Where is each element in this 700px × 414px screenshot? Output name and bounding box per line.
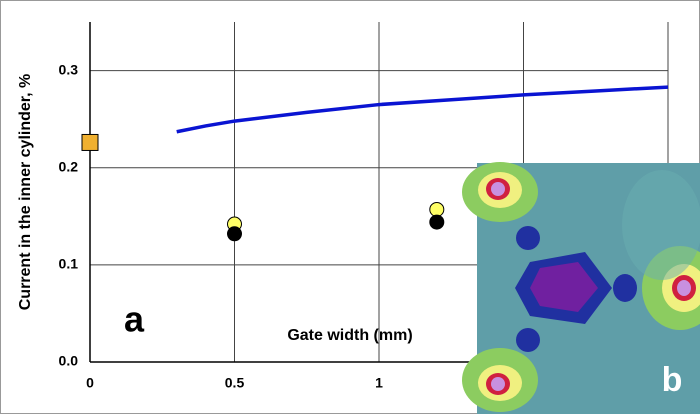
y-tick-label: 0.0 (59, 353, 79, 369)
inset-image: b (462, 162, 700, 414)
y-tick-label: 0.2 (59, 158, 79, 174)
panel-label: a (124, 299, 145, 340)
x-tick-label: 1 (375, 375, 383, 391)
contour (491, 182, 505, 196)
y-tick-label: 0.1 (59, 256, 79, 272)
line-series (176, 85, 669, 134)
circle-marker (227, 226, 242, 242)
contour (613, 274, 637, 302)
y-axis-label: Current in the inner cylinder, % (17, 74, 34, 311)
circle-marker (429, 201, 445, 217)
contour (622, 170, 700, 280)
contour (516, 226, 540, 250)
contour (677, 280, 691, 296)
y-tick-label: 0.3 (59, 61, 79, 77)
square-marker (81, 133, 99, 151)
contour (491, 377, 505, 391)
x-tick-label: 0 (86, 375, 94, 391)
x-tick-label: 0.5 (225, 375, 245, 391)
panel-label: b (662, 361, 683, 399)
circle-marker (429, 214, 445, 230)
contour (516, 328, 540, 352)
contour (530, 262, 598, 312)
x-axis-label: Gate width (mm) (287, 327, 412, 344)
